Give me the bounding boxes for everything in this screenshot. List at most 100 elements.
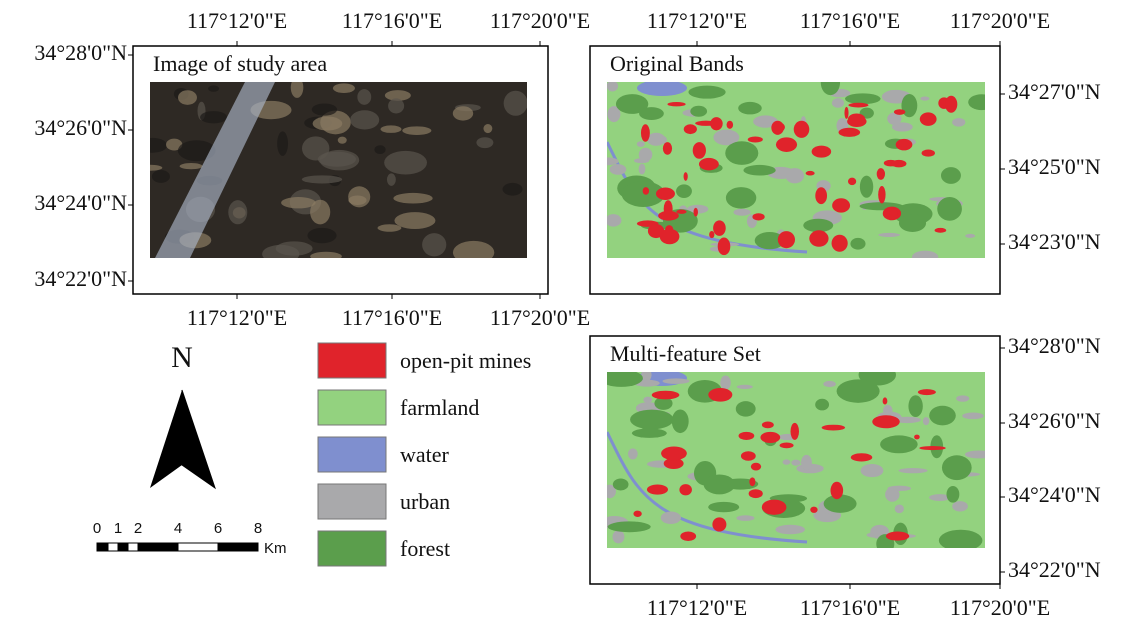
water-body: [637, 80, 687, 96]
terrain-patch: [384, 151, 427, 175]
longitude-label: 117°16'0"E: [800, 595, 900, 620]
legend-swatch: [318, 484, 386, 519]
map-image: [595, 70, 995, 263]
longitude-label: 117°16'0"E: [342, 8, 442, 33]
mine-patch: [708, 388, 732, 402]
legend-swatch: [318, 390, 386, 425]
urban-patch: [952, 118, 965, 127]
mine-patch: [652, 391, 680, 400]
terrain-patch: [319, 150, 359, 170]
mine-patch: [790, 423, 799, 440]
longitude-label: 117°12'0"E: [647, 595, 747, 620]
scale-tick-label: 8: [254, 520, 262, 537]
mine-patch: [643, 187, 649, 195]
legend-swatch: [318, 531, 386, 566]
longitude-label: 117°12'0"E: [187, 305, 287, 330]
terrain-patch: [200, 111, 227, 123]
latitude-label: 34°22'0"N: [34, 266, 127, 291]
mine-patch: [660, 229, 680, 245]
mine-patch: [762, 422, 774, 429]
scale-tick-label: 0: [93, 520, 101, 537]
mine-patch: [718, 237, 731, 255]
mine-patch: [896, 139, 913, 151]
urban-patch: [965, 234, 975, 238]
terrain-patch: [208, 85, 219, 91]
urban-patch: [610, 164, 627, 175]
forest-patch: [815, 399, 829, 411]
terrain-patch: [333, 83, 355, 93]
mine-patch: [891, 160, 906, 168]
north-arrow-right: [182, 390, 215, 488]
terrain-patch: [378, 224, 402, 232]
latitude-label: 34°23'0"N: [1008, 229, 1101, 254]
mine-patch: [741, 451, 756, 461]
latitude-label: 34°27'0"N: [1008, 79, 1101, 104]
urban-patch: [923, 417, 929, 425]
scale-unit: Km: [264, 540, 287, 557]
mine-patch: [851, 453, 873, 461]
north-arrow-left: [150, 390, 182, 488]
legend-swatch: [318, 343, 386, 378]
mine-patch: [693, 142, 706, 159]
longitude-label: 117°20'0"E: [950, 595, 1050, 620]
terrain-patch: [228, 200, 247, 224]
urban-patch: [637, 141, 645, 147]
scale-tick-label: 4: [174, 520, 182, 537]
mine-patch: [656, 188, 675, 200]
urban-patch: [887, 486, 911, 491]
scale-bar-segment: [118, 543, 128, 551]
urban-patch: [736, 515, 754, 521]
urban-patch: [832, 98, 844, 108]
terrain-patch: [178, 90, 197, 105]
urban-patch: [861, 464, 884, 477]
panel-title: Original Bands: [610, 51, 744, 76]
mine-patch: [667, 102, 685, 106]
urban-patch: [639, 164, 646, 175]
urban-patch: [801, 455, 812, 470]
scale-bar-segment: [97, 543, 108, 551]
urban-patch: [661, 512, 681, 524]
figure: N Image of study area117°12'0"E117°16'0"…: [0, 0, 1131, 623]
mine-patch: [693, 208, 697, 217]
forest-patch: [676, 184, 692, 198]
mine-patch: [751, 463, 761, 471]
mine-patch: [709, 231, 714, 238]
mine-patch: [794, 121, 810, 138]
terrain-patch: [374, 145, 385, 154]
legend-swatch: [318, 437, 386, 472]
latitude-label: 34°22'0"N: [1008, 557, 1101, 582]
latitude-label: 34°24'0"N: [1008, 482, 1101, 507]
mine-patch: [748, 136, 763, 142]
latitude-label: 34°24'0"N: [34, 190, 127, 215]
mine-patch: [914, 435, 920, 440]
urban-patch: [895, 505, 904, 514]
scale-bar-segment: [178, 543, 218, 551]
mine-patch: [844, 107, 848, 119]
mine-patch: [918, 389, 936, 395]
mine-patch: [727, 121, 734, 129]
forest-patch: [688, 86, 725, 99]
terrain-patch: [453, 106, 473, 120]
urban-patch: [823, 381, 836, 387]
terrain-patch: [338, 137, 347, 144]
mine-patch: [710, 117, 723, 130]
terrain-patch: [504, 91, 528, 116]
urban-patch: [737, 385, 753, 389]
mine-patch: [832, 198, 850, 212]
terrain-patch: [348, 186, 370, 207]
forest-patch: [608, 521, 651, 532]
mine-patch: [839, 128, 861, 137]
mine-patch: [877, 168, 885, 180]
terrain-patch: [152, 170, 170, 183]
mine-patch: [752, 213, 764, 220]
mine-patch: [633, 511, 641, 517]
forest-patch: [939, 530, 983, 551]
mine-patch: [806, 171, 815, 176]
legend-label: water: [400, 442, 450, 467]
mine-patch: [919, 446, 945, 450]
terrain-patch: [310, 200, 330, 225]
longitude-label: 117°12'0"E: [647, 8, 747, 33]
mine-patch: [780, 442, 794, 448]
urban-patch: [647, 133, 665, 146]
mine-patch: [812, 146, 832, 158]
